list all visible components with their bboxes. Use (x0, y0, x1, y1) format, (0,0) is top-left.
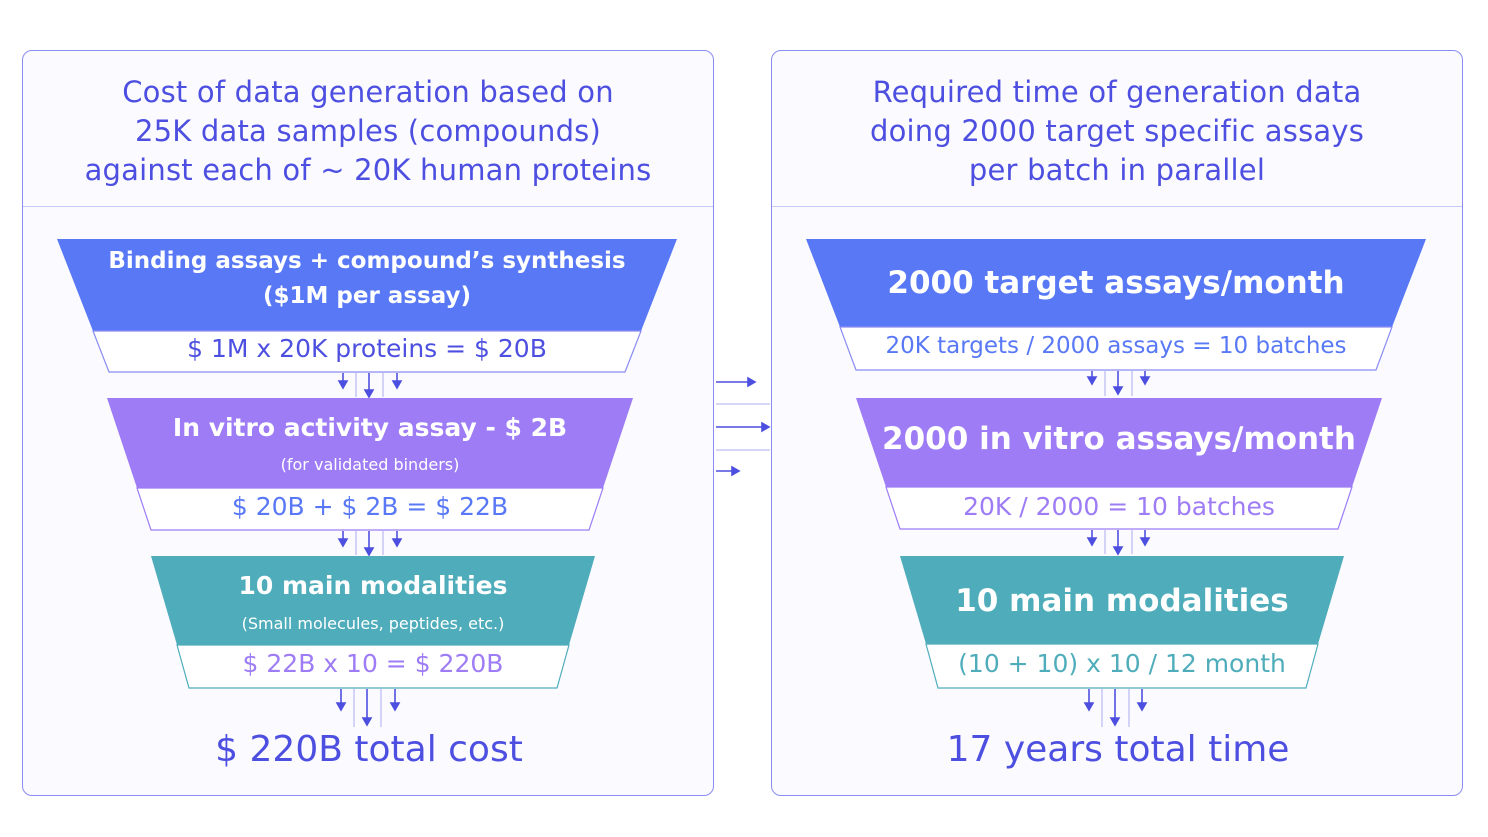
cost-stage-2-band (107, 398, 633, 488)
cost-stage-3-formula: $ 22B x 10 = $ 220B (242, 649, 504, 678)
time-title-line: Required time of generation data (872, 75, 1362, 109)
time-title-line: doing 2000 target specific assays (869, 114, 1365, 148)
cost-stage-2-formula-box (136, 487, 604, 531)
time-arrows-2 (1086, 530, 1151, 556)
time-funnel (806, 239, 1426, 727)
cost-title-line: 25K data samples (compounds) (134, 114, 602, 148)
cost-stage-3-subheader: (Small molecules, peptides, etc.) (241, 614, 505, 633)
cost-panel: Cost of data generation based on 25K dat… (22, 50, 714, 796)
cost-stage-1-header: Binding assays + compound’s synthesis (108, 248, 626, 274)
time-stage-2-formula: 20K / 2000 = 10 batches (963, 492, 1275, 521)
time-stage-3-formula: (10 + 10) x 10 / 12 month (958, 649, 1286, 678)
time-title-line: per batch in parallel (968, 153, 1266, 187)
cost-panel-title: Cost of data generation based on 25K dat… (23, 73, 713, 190)
cost-total: $ 220B total cost (215, 729, 523, 770)
time-stage-2-formula-box (885, 486, 1353, 530)
cost-stage-2-formula: $ 20B + $ 2B = $ 22B (231, 492, 509, 521)
time-stage-1-header: 2000 target assays/month (887, 265, 1345, 301)
time-arrows-3 (1083, 689, 1148, 727)
title-divider (23, 206, 713, 207)
time-panel: Required time of generation data doing 2… (771, 50, 1463, 796)
time-stage-3-band (900, 556, 1344, 644)
time-panel-title: Required time of generation data doing 2… (772, 73, 1462, 190)
time-stage-1-band (806, 239, 1426, 327)
time-stage-1-formula: 20K targets / 2000 assays = 10 batches (885, 333, 1347, 359)
time-stage-2-header: 2000 in vitro assays/month (882, 421, 1356, 457)
cost-arrows-2 (337, 531, 403, 557)
cost-stage-1-formula: $ 1M x 20K proteins = $ 20B (187, 334, 547, 363)
cost-stage-2-subheader: (for validated binders) (280, 455, 460, 474)
cost-arrows-1 (337, 373, 403, 399)
cost-stage-3-band (151, 556, 595, 645)
cost-title-line: Cost of data generation based on (122, 75, 614, 109)
time-stage-2-band (856, 398, 1382, 487)
time-stage-3-header: 10 main modalities (955, 583, 1289, 619)
cost-stage-1-subheader: ($1M per assay) (262, 283, 472, 309)
cost-stage-3-header: 10 main modalities (238, 571, 508, 600)
cost-title-line: against each of ~ 20K human proteins (84, 153, 652, 187)
time-stage-1-formula-box (839, 326, 1393, 371)
cost-funnel (57, 239, 677, 727)
cost-arrows-3 (335, 689, 401, 727)
time-total: 17 years total time (946, 729, 1290, 770)
panel-connector-arrows (716, 376, 771, 477)
cost-stage-3-formula-box (176, 644, 570, 689)
cost-stage-1-band (57, 239, 677, 331)
title-divider (772, 206, 1462, 207)
time-arrows-1 (1086, 371, 1151, 396)
time-stage-3-formula-box (925, 643, 1319, 689)
cost-stage-2-header: In vitro activity assay - $ 2B (172, 413, 568, 442)
cost-stage-1-formula-box (92, 330, 642, 373)
